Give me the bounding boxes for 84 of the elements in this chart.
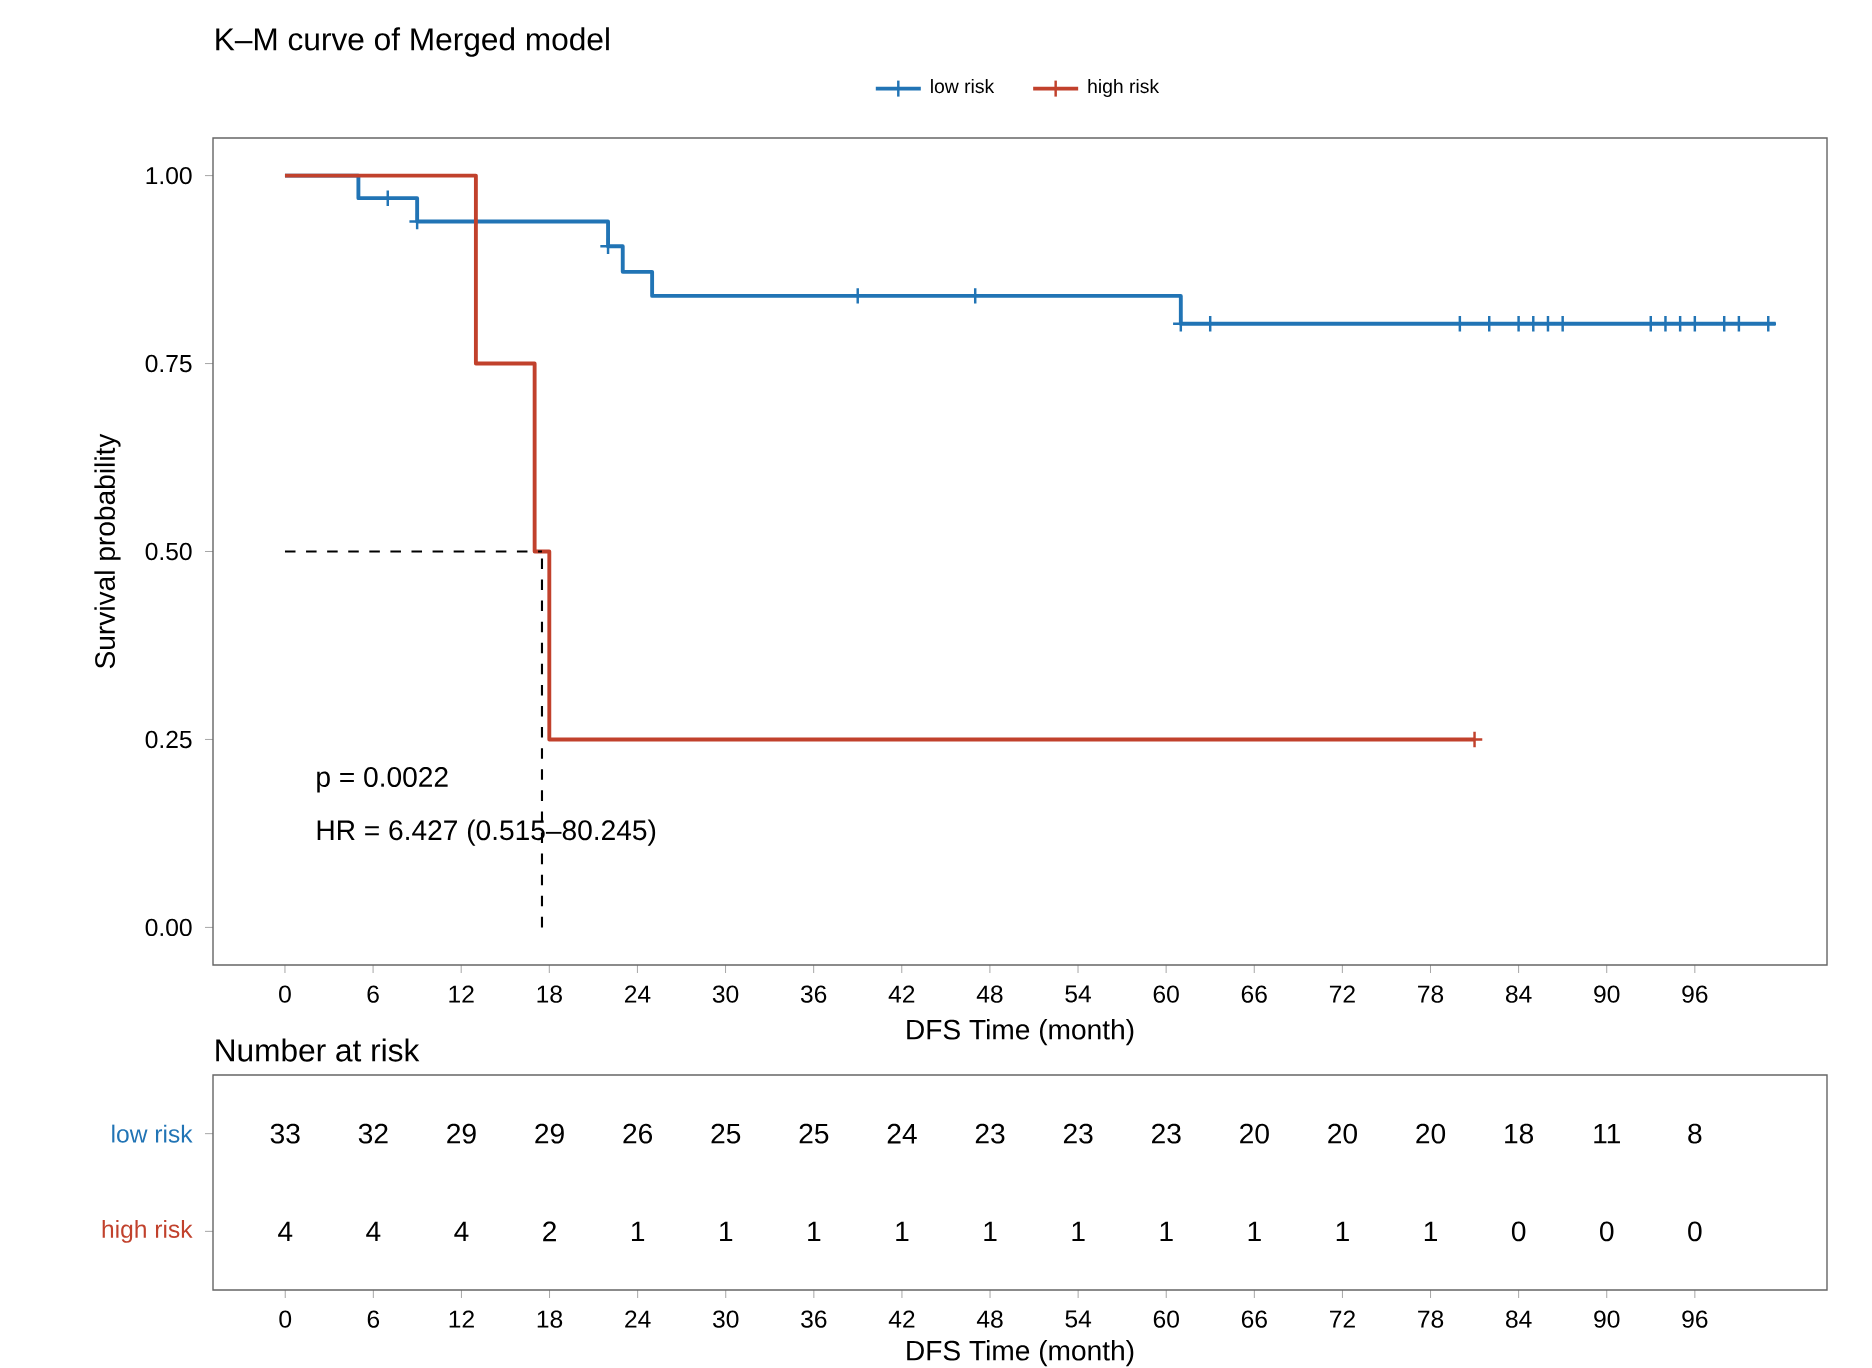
x-tick-label: 54: [1065, 985, 1091, 1003]
data-label: 1: [896, 1221, 909, 1242]
data-label: 1: [1072, 1221, 1085, 1242]
y-tick-label: low risk: [112, 1124, 193, 1143]
x-tick-label: 66: [1241, 1310, 1267, 1328]
y-tick-label: 0.50: [145, 542, 192, 561]
x-tick-label: 48: [976, 985, 1003, 1003]
x-tick-label: 42: [888, 1310, 915, 1328]
x-tick-label: 18: [537, 1310, 563, 1328]
data-label: 1: [1160, 1221, 1173, 1242]
x-tick-label: 54: [1065, 1310, 1092, 1328]
x-tick-label: 60: [1153, 985, 1179, 1003]
y-tick-label: 0.75: [145, 354, 192, 373]
data-label: 4: [366, 1221, 381, 1242]
x-tick-label: 30: [712, 985, 739, 1003]
x-tick-label: 0: [279, 985, 291, 1003]
x-tick-label: 42: [888, 985, 915, 1003]
x-tick-label: 30: [713, 1310, 739, 1328]
y-tick-label: 1.00: [146, 166, 192, 185]
data-label: 24: [887, 1123, 917, 1144]
x-tick-label: 12: [449, 1310, 474, 1328]
data-label: 18: [1505, 1123, 1534, 1144]
y-axis-title: Survival probability: [94, 433, 121, 669]
data-label: 32: [358, 1123, 388, 1144]
x-tick-label: 6: [367, 1310, 380, 1328]
x-tick-label: 96: [1682, 985, 1708, 1003]
x-tick-label: 24: [624, 985, 651, 1003]
data-label: 11: [1594, 1123, 1620, 1144]
data-label: 23: [1152, 1123, 1181, 1144]
x-tick-label: 72: [1330, 1310, 1355, 1328]
chart-title: Number at risk: [216, 1038, 420, 1062]
x-axis-title: DFS Time (month): [907, 1018, 1134, 1046]
x-tick-label: 78: [1418, 985, 1444, 1003]
x-tick-label: 6: [367, 985, 379, 1003]
data-label: 1: [1248, 1221, 1261, 1242]
x-axis-title: DFS Time (month): [907, 1339, 1134, 1367]
data-label: 33: [270, 1123, 300, 1144]
data-label: 4: [278, 1221, 293, 1242]
data-label: 0: [1600, 1221, 1614, 1242]
data-label: 1: [1336, 1221, 1349, 1242]
chart-title: K–M curve of Merged model: [216, 27, 609, 57]
data-label: 1: [720, 1221, 733, 1242]
data-label: 1: [984, 1221, 997, 1242]
x-tick-label: 48: [976, 1310, 1003, 1328]
y-tick-label: high risk: [102, 1219, 193, 1243]
data-label: 0: [1688, 1221, 1702, 1242]
annotation: HR = 6.427 (0.515–80.245): [317, 819, 656, 846]
annotation: p = 0.0022: [317, 767, 448, 793]
data-label: 29: [535, 1123, 564, 1144]
x-tick-label: 36: [800, 985, 827, 1003]
legend-label: high risk: [1088, 78, 1160, 97]
data-label: 25: [799, 1123, 829, 1144]
x-tick-label: 90: [1594, 985, 1620, 1003]
x-tick-label: 24: [625, 1310, 651, 1328]
y-tick-label: 0.25: [145, 730, 192, 749]
data-label: 4: [454, 1221, 469, 1242]
data-label: 1: [808, 1221, 821, 1242]
x-tick-label: 12: [449, 985, 474, 1003]
x-tick-label: 0: [279, 1310, 292, 1328]
x-tick-label: 60: [1153, 1310, 1179, 1328]
data-label: 2: [543, 1221, 556, 1242]
x-tick-label: 96: [1682, 1310, 1708, 1328]
legend-label: low risk: [931, 78, 995, 94]
x-tick-label: 18: [537, 985, 562, 1003]
x-tick-label: 90: [1594, 1310, 1620, 1328]
x-tick-label: 36: [801, 1310, 827, 1328]
data-label: 1: [1424, 1221, 1437, 1242]
x-tick-label: 84: [1505, 985, 1532, 1003]
data-label: 23: [975, 1123, 1005, 1144]
x-tick-label: 72: [1329, 985, 1355, 1003]
data-label: 23: [1063, 1123, 1093, 1144]
data-label: 0: [1511, 1221, 1526, 1242]
data-label: 29: [447, 1123, 476, 1144]
data-label: 20: [1328, 1123, 1357, 1144]
data-label: 8: [1688, 1123, 1702, 1144]
y-tick-label: 0.00: [145, 918, 192, 937]
data-label: 20: [1240, 1123, 1269, 1144]
x-tick-label: 84: [1506, 1310, 1532, 1328]
x-tick-label: 66: [1241, 985, 1267, 1003]
data-label: 20: [1416, 1123, 1446, 1144]
data-label: 26: [623, 1123, 653, 1144]
data-label: 25: [711, 1123, 741, 1144]
x-tick-label: 78: [1418, 1310, 1444, 1328]
data-label: 1: [631, 1221, 645, 1242]
